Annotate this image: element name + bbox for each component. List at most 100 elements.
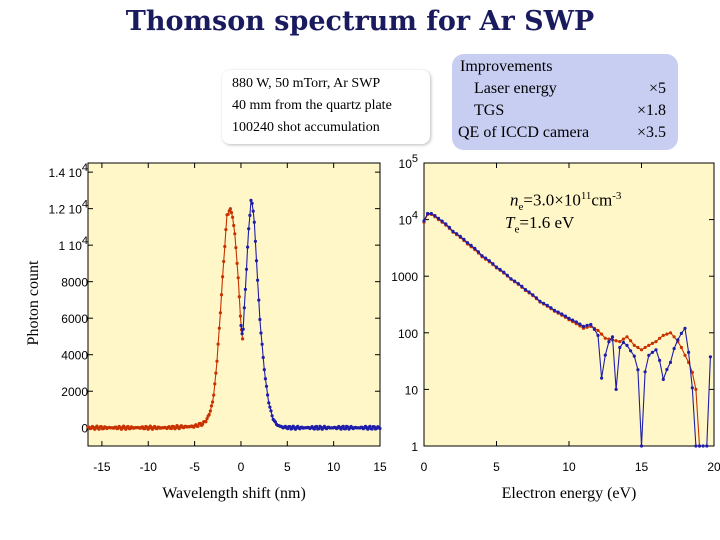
conditions-line-1: 880 W, 50 mTorr, Ar SWP	[232, 76, 381, 91]
y-tick-label: 1 104	[59, 235, 88, 253]
data-point-blue	[257, 298, 261, 302]
ne-exponent: 11	[580, 190, 592, 202]
y-tick-exponent: 4	[82, 162, 88, 174]
data-point-red	[650, 341, 655, 345]
data-point-red	[224, 228, 228, 232]
conditions-box: 880 W, 50 mTorr, Ar SWP 40 mm from the q…	[222, 70, 430, 144]
data-point-blue	[266, 393, 270, 397]
y-tick-exponent: 4	[412, 210, 418, 222]
data-point-blue	[480, 254, 484, 258]
data-point-red	[213, 382, 217, 386]
data-point-blue	[268, 405, 272, 409]
electron-density-annotation: ne=3.0×1011cm-3	[510, 190, 621, 213]
data-point-blue	[241, 327, 245, 331]
data-point-blue	[269, 409, 273, 413]
data-point-blue	[263, 377, 267, 381]
data-point-blue	[465, 241, 470, 245]
data-point-red	[679, 345, 684, 350]
data-point-blue	[260, 342, 264, 346]
data-point-red	[625, 335, 629, 339]
data-point-red	[603, 336, 607, 340]
data-point-blue	[687, 350, 691, 354]
data-point-blue	[545, 303, 549, 307]
data-point-blue	[563, 314, 568, 318]
data-point-blue	[618, 345, 622, 350]
data-point-blue	[516, 282, 520, 286]
data-point-blue	[668, 360, 673, 364]
data-point-blue	[239, 323, 243, 328]
data-point-blue	[585, 323, 589, 327]
improvement-factor-laser: ×5	[648, 80, 666, 97]
ne-subscript: e	[518, 201, 524, 214]
data-point-red	[226, 212, 230, 216]
y-tick-label: 1	[411, 440, 418, 454]
ne-unit-exponent: -3	[612, 190, 622, 202]
data-point-blue	[520, 284, 524, 288]
data-point-red	[647, 343, 651, 347]
y-tick-exponent: 4	[82, 235, 88, 247]
data-point-blue	[658, 358, 662, 362]
data-point-blue	[603, 353, 607, 357]
data-point-blue	[596, 333, 600, 337]
data-point-red	[235, 261, 239, 265]
data-point-blue	[513, 279, 517, 283]
data-point-blue	[694, 444, 698, 448]
data-point-red	[217, 326, 221, 330]
data-point-blue	[498, 267, 502, 272]
x-tick-label: 0	[421, 460, 428, 474]
data-point-red	[208, 409, 212, 413]
data-point-red	[694, 387, 698, 391]
data-point-blue	[639, 444, 644, 448]
y-tick-label: 1000	[391, 270, 418, 284]
data-point-blue	[614, 387, 618, 391]
data-point-blue	[534, 296, 539, 300]
data-point-blue	[250, 201, 254, 205]
data-point-blue	[249, 198, 253, 202]
chart-title: Thomson spectrum for Ar SWP	[125, 6, 595, 37]
y-tick-label: 10	[405, 383, 419, 397]
data-point-blue	[444, 222, 448, 226]
data-point-blue	[581, 324, 586, 328]
data-point-blue	[273, 420, 277, 424]
data-point-blue	[632, 354, 636, 358]
data-point-red	[229, 211, 234, 215]
data-point-blue	[592, 327, 597, 331]
ne-value: =3.0×10	[523, 190, 581, 210]
data-point-red	[672, 335, 676, 339]
x-tick-label: 10	[327, 460, 341, 474]
data-point-blue	[261, 355, 265, 360]
data-point-blue	[574, 320, 578, 324]
improvement-label-laser: Laser energy	[474, 80, 557, 97]
data-point-blue	[422, 219, 426, 223]
improvement-factor-qe: ×3.5	[636, 124, 666, 141]
improvement-label-tgs: TGS	[474, 102, 505, 119]
data-point-red	[683, 353, 687, 357]
data-point-red	[231, 215, 235, 219]
data-point-red	[596, 328, 600, 333]
data-point-red	[218, 311, 222, 315]
data-point-blue	[436, 216, 441, 220]
data-point-blue	[494, 265, 499, 269]
ne-unit: cm	[591, 190, 613, 210]
y-axis-label: Photon count	[25, 260, 42, 345]
data-point-blue	[256, 278, 260, 282]
right-plot-background	[424, 163, 714, 446]
data-point-blue	[697, 444, 702, 448]
data-point-red	[654, 340, 658, 344]
data-point-blue	[270, 414, 274, 418]
x-tick-label: 20	[707, 460, 720, 474]
data-point-red	[209, 404, 214, 408]
data-point-red	[207, 412, 211, 417]
data-point-red	[661, 333, 665, 337]
data-point-blue	[248, 213, 252, 217]
data-point-red	[658, 336, 662, 340]
data-point-blue	[242, 306, 246, 310]
te-symbol: T	[505, 213, 515, 232]
y-tick-label: 0	[81, 422, 88, 436]
data-point-blue	[589, 322, 593, 327]
improvement-factor-tgs: ×1.8	[636, 102, 666, 119]
data-point-blue	[578, 322, 582, 326]
data-point-blue	[378, 426, 382, 431]
data-point-blue	[341, 424, 345, 428]
